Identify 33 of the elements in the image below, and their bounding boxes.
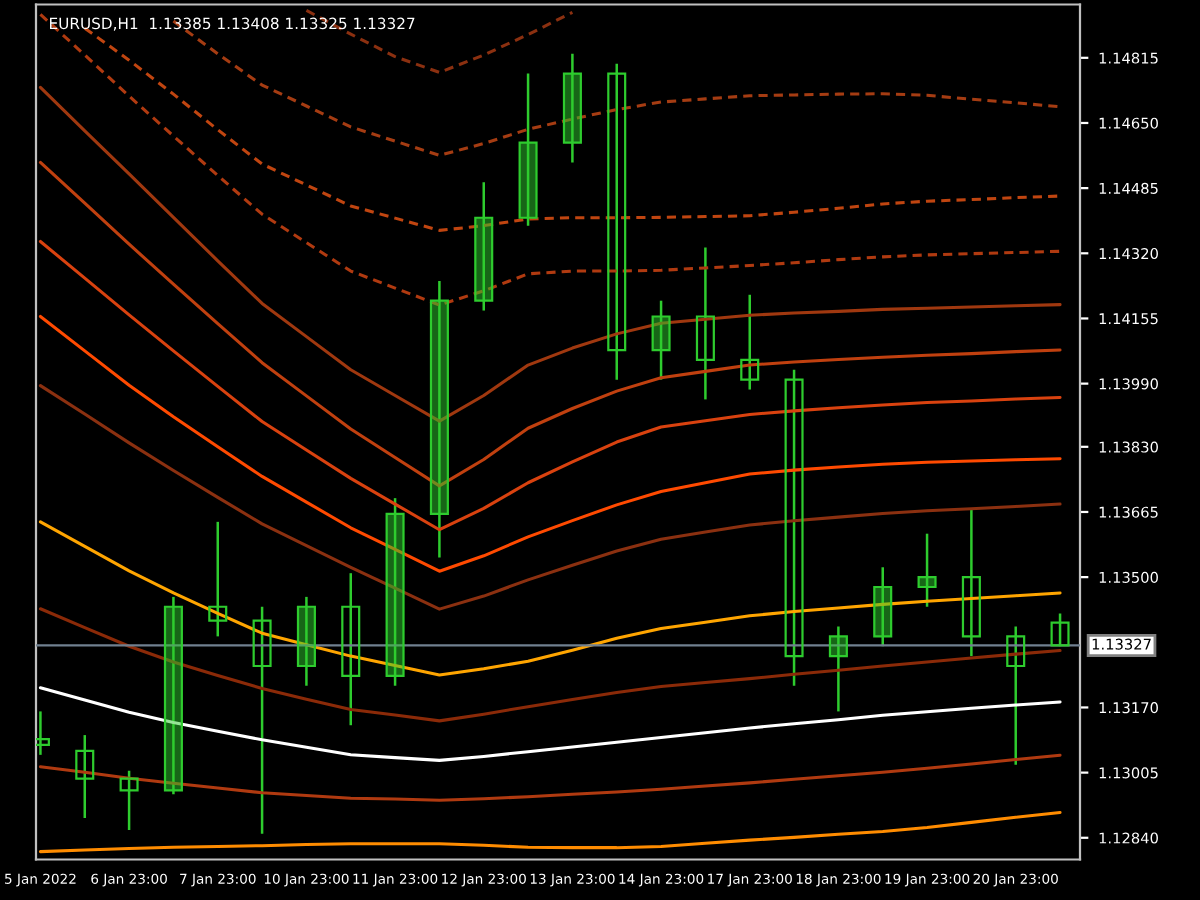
candlestick bbox=[784, 368, 804, 687]
candlestick bbox=[562, 52, 582, 164]
line-series bbox=[38, 12, 1062, 307]
candlestick bbox=[1050, 612, 1070, 648]
candlestick bbox=[208, 520, 228, 638]
line-series bbox=[38, 239, 1062, 532]
candlestick bbox=[873, 566, 893, 648]
candlestick bbox=[740, 293, 760, 391]
line-series bbox=[38, 85, 1062, 423]
candlestick bbox=[75, 733, 95, 820]
line-series bbox=[38, 686, 1062, 762]
line-series bbox=[38, 810, 1062, 854]
candlestick bbox=[917, 532, 937, 608]
candlestick bbox=[695, 246, 715, 401]
candlestick bbox=[341, 571, 361, 727]
line-series bbox=[38, 607, 1062, 723]
candlestick bbox=[961, 506, 981, 658]
line-series bbox=[38, 384, 1062, 611]
candlestick bbox=[474, 180, 494, 312]
candlestick bbox=[119, 769, 139, 832]
candlestick bbox=[828, 625, 848, 713]
candlestick bbox=[385, 496, 405, 687]
line-series bbox=[38, 160, 1062, 488]
candlestick bbox=[163, 595, 183, 796]
candlestick bbox=[651, 299, 671, 381]
line-series bbox=[38, 314, 1062, 573]
candlestick bbox=[1006, 625, 1026, 766]
candlestick bbox=[518, 72, 538, 227]
candlestick bbox=[429, 279, 449, 559]
candlestick bbox=[607, 62, 627, 381]
line-series bbox=[38, 520, 1062, 677]
candlestick bbox=[252, 605, 272, 836]
candlestick bbox=[296, 595, 316, 687]
